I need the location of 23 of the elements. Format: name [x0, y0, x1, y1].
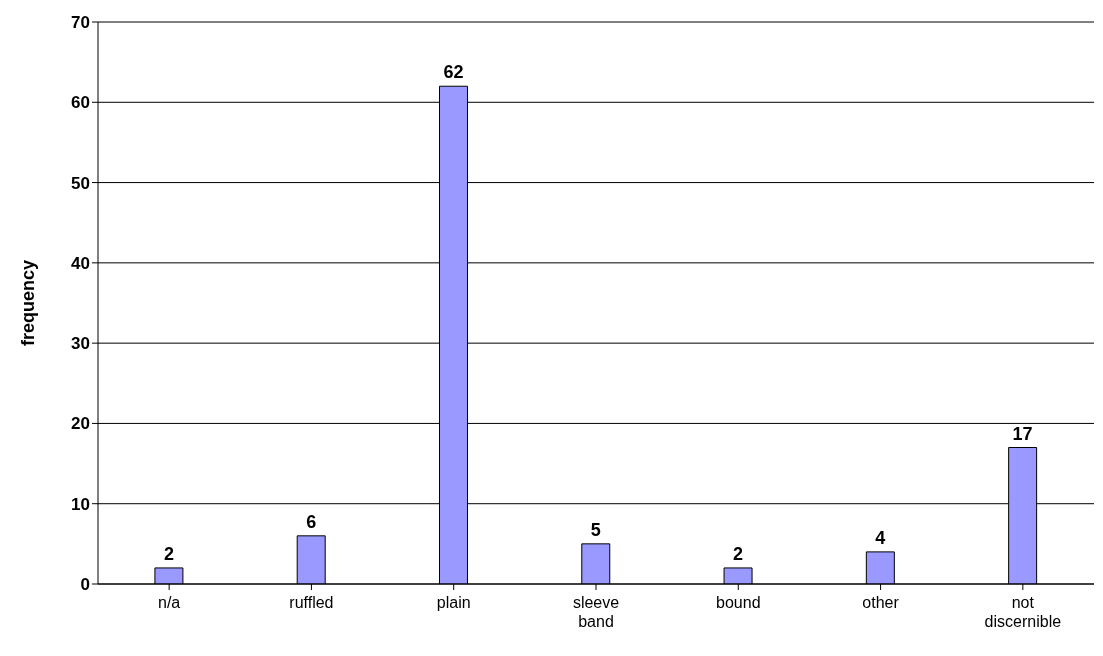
x-tick-label: plain: [436, 594, 471, 611]
y-tick-label: 10: [71, 494, 90, 514]
data-label: 4: [875, 527, 886, 548]
data-label: 62: [443, 62, 464, 83]
data-label: 5: [590, 519, 601, 540]
data-label: 17: [1012, 423, 1033, 444]
y-tick-label: 70: [71, 13, 90, 33]
y-tick-label: 60: [71, 93, 90, 113]
data-label: 2: [163, 543, 174, 564]
x-tick-label: not discernible: [984, 594, 1062, 630]
y-tick-label: 30: [71, 334, 90, 354]
y-tick-label: 50: [71, 173, 90, 193]
x-tick-label: other: [862, 594, 900, 611]
x-tick-label: ruffled: [289, 594, 334, 611]
x-tick-label: sleeve band: [572, 594, 620, 630]
data-label: 6: [306, 511, 317, 532]
x-tick-label: n/a: [158, 594, 181, 611]
y-tick-label: 20: [71, 414, 90, 434]
y-axis-title: frequency: [18, 259, 39, 347]
y-tick-label: 40: [71, 253, 90, 273]
x-tick-label: bound: [716, 594, 761, 611]
y-tick-label: 0: [80, 575, 90, 595]
data-label: 2: [733, 543, 744, 564]
